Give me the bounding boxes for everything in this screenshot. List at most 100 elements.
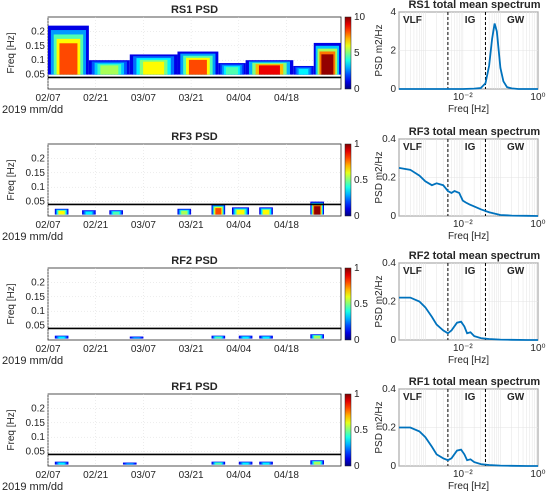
y-axis-label: Freq [Hz] xyxy=(6,283,17,324)
psd-cell xyxy=(215,336,222,339)
y-tick-label: 0.4 xyxy=(382,384,396,395)
colorbar xyxy=(344,143,352,217)
rs1-psd-panel: RS1 PSD 0.05 0.1 0.15 0.2 02/07 02/21 03/07 03/2… xyxy=(2,4,366,116)
y-axis-label: PSD m2/Hz xyxy=(374,24,385,76)
x-tick-label: 10⁰ xyxy=(530,219,545,230)
rf3-psd-panel: RF3 PSD 0.05 0.1 0.15 0.2 02/07 02/21 03/07 03/2… xyxy=(2,131,368,243)
x-tick-label: 10⁰ xyxy=(530,92,545,103)
colorbar-tick-label: 0 xyxy=(354,335,360,346)
y-tick-label: 0.1 xyxy=(31,306,45,317)
chart-title: RF2 total mean spectrum xyxy=(409,250,541,262)
x-tick-label: 02/07 xyxy=(35,93,60,104)
spectrum-line xyxy=(399,23,538,90)
chart-title: RF2 PSD xyxy=(171,255,218,267)
y-tick-label: 0.05 xyxy=(26,447,46,458)
y-tick-label: 2 xyxy=(390,46,396,57)
rs1-spectrum-panel: VLF IG GW RS1 total mean spectrum 0 2 4 10⁻² 10⁰… xyxy=(374,0,546,115)
rf1-spectrum-panel: VLF IG GW RF1 total mean spectrum 0 0.2 0.4 10⁻… xyxy=(374,376,546,492)
y-tick-label: 0.15 xyxy=(26,292,46,303)
x-axis-label: 2019 mm/dd xyxy=(2,481,63,493)
x-tick-label: 10⁰ xyxy=(530,469,545,480)
x-axis-label: 2019 mm/dd xyxy=(2,104,63,116)
psd-cell xyxy=(263,462,270,465)
psd-cell xyxy=(215,462,222,465)
y-tick-label: 0.1 xyxy=(31,55,45,66)
y-tick-label: 0 xyxy=(390,335,396,346)
y-tick-label: 0.15 xyxy=(26,418,46,429)
colorbar-tick-label: 1 xyxy=(354,263,360,274)
y-tick-label: 0.2 xyxy=(31,277,45,288)
band-label: VLF xyxy=(403,142,422,153)
x-tick-label: 03/07 xyxy=(131,93,156,104)
x-tick-label: 10⁻² xyxy=(453,92,473,103)
band-label: IG xyxy=(465,266,476,277)
x-tick-label: 10⁻² xyxy=(453,219,473,230)
psd-cell xyxy=(126,463,133,465)
y-axis-label: Freq [Hz] xyxy=(6,32,17,73)
x-axis-label: 2019 mm/dd xyxy=(2,231,63,243)
colorbar-tick-label: 0.5 xyxy=(354,299,368,310)
x-tick-label: 03/21 xyxy=(179,93,204,104)
chart-title: RS1 PSD xyxy=(171,4,218,16)
y-axis-label: Freq [Hz] xyxy=(6,409,17,450)
psd-cell xyxy=(314,335,321,339)
x-tick-label: 03/21 xyxy=(179,220,204,231)
y-axis-label: PSD m2/Hz xyxy=(374,401,385,453)
chart-title: RF1 PSD xyxy=(171,381,218,393)
band-label: GW xyxy=(507,392,525,403)
psd-cell xyxy=(113,211,120,215)
psd-cell xyxy=(133,337,140,339)
colorbar-tick-label: 10 xyxy=(354,12,366,23)
x-tick-label: 04/04 xyxy=(226,220,251,231)
y-tick-label: 0.2 xyxy=(31,26,45,37)
y-tick-label: 4 xyxy=(390,7,396,18)
colorbar-tick-label: 1 xyxy=(354,389,360,400)
x-axis-label: Freq [Hz] xyxy=(448,355,489,366)
y-tick-label: 0.4 xyxy=(382,134,396,145)
y-tick-label: 0.05 xyxy=(26,197,46,208)
colorbar-tick-label: 0 xyxy=(354,84,360,95)
colorbar xyxy=(344,267,352,341)
psd-cell xyxy=(100,65,119,75)
band-label: VLF xyxy=(403,266,422,277)
y-tick-label: 0.05 xyxy=(26,70,46,81)
psd-cell xyxy=(263,336,270,339)
x-tick-label: 04/18 xyxy=(274,93,299,104)
y-axis-label: PSD m2/Hz xyxy=(374,151,385,203)
psd-cell xyxy=(58,210,65,215)
y-tick-label: 0.2 xyxy=(382,173,396,184)
colorbar-tick-label: 1 xyxy=(354,139,360,150)
x-tick-label: 02/21 xyxy=(83,470,108,481)
rf2-psd-panel: RF2 PSD 0.05 0.1 0.15 0.2 02/07 02/21 03/07 03/2… xyxy=(2,255,368,367)
x-tick-label: 04/18 xyxy=(274,220,299,231)
band-label: IG xyxy=(465,15,476,26)
chart-title: RS1 total mean spectrum xyxy=(408,0,540,11)
x-tick-label: 03/07 xyxy=(131,220,156,231)
rf2-spectrum-panel: VLF IG GW RF2 total mean spectrum 0 0.2 0.4 10⁻… xyxy=(374,250,546,366)
y-tick-label: 0 xyxy=(390,461,396,472)
x-tick-label: 02/07 xyxy=(35,470,60,481)
psd-cell xyxy=(242,462,249,465)
y-tick-label: 0.1 xyxy=(31,432,45,443)
colorbar-tick-label: 0.5 xyxy=(354,425,368,436)
x-tick-label: 04/04 xyxy=(226,470,251,481)
x-axis-label: Freq [Hz] xyxy=(448,481,489,492)
y-tick-label: 0.4 xyxy=(382,258,396,269)
x-axis-label: Freq [Hz] xyxy=(448,231,489,242)
chart-title: RF3 PSD xyxy=(171,131,218,143)
psd-cell xyxy=(215,208,222,215)
x-axis-label: Freq [Hz] xyxy=(448,104,489,115)
y-axis-label: Freq [Hz] xyxy=(6,159,17,200)
x-tick-label: 03/21 xyxy=(179,470,204,481)
rf1-psd-panel: RF1 PSD 0.05 0.1 0.15 0.2 02/07 02/21 03/07 03/2… xyxy=(2,381,368,493)
x-tick-label: 10⁰ xyxy=(530,343,545,354)
psd-cell xyxy=(258,65,280,75)
colorbar-tick-label: 0 xyxy=(354,211,360,222)
spectrum-line xyxy=(398,167,539,217)
y-tick-label: 0.2 xyxy=(382,423,396,434)
x-tick-label: 10⁻² xyxy=(453,469,473,480)
psd-cell xyxy=(314,206,321,215)
band-label: IG xyxy=(465,392,476,403)
y-tick-label: 0.2 xyxy=(382,297,396,308)
